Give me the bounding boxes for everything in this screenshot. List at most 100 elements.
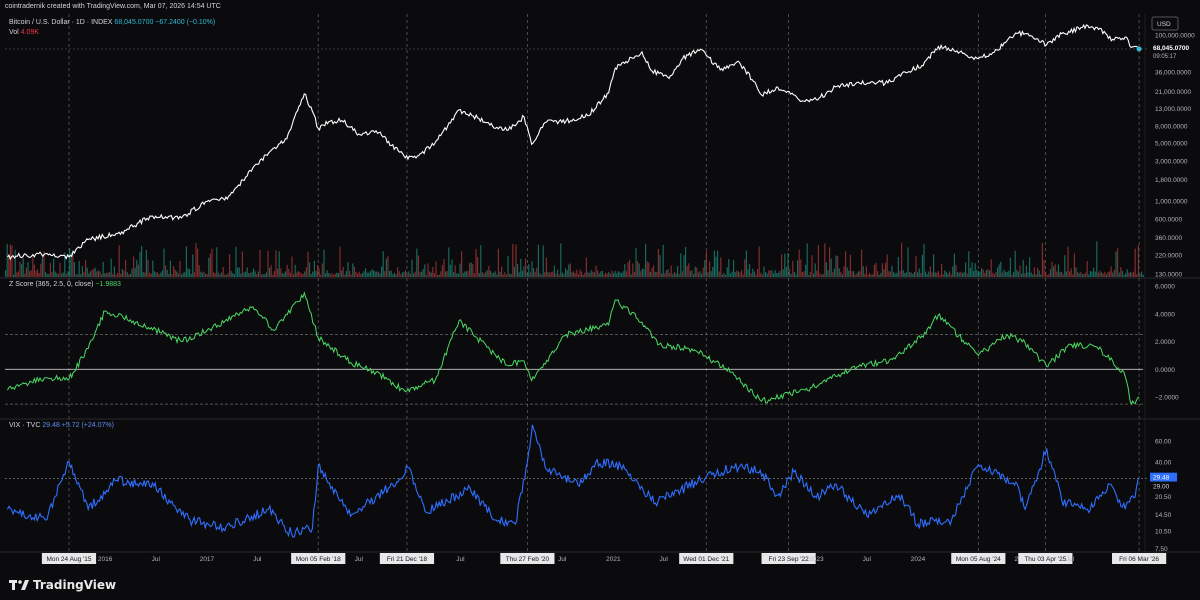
vix-level-tag bbox=[1150, 481, 1177, 491]
price-legend[interactable]: Bitcoin / U.S. Dollar · 1D · INDEX 68,04… bbox=[9, 19, 215, 26]
volume-bar bbox=[835, 255, 837, 277]
volume-bar bbox=[933, 254, 935, 277]
volume-bar bbox=[161, 270, 163, 277]
volume-bar bbox=[198, 265, 200, 277]
volume-bar bbox=[99, 271, 101, 277]
price-axis-tick-label: 5,000.0000 bbox=[1155, 140, 1188, 147]
volume-bar bbox=[1006, 271, 1008, 277]
volume-bar bbox=[110, 258, 112, 277]
volume-bar bbox=[86, 267, 88, 277]
time-axis-label: Thu 27 Feb '20 bbox=[506, 556, 550, 563]
volume-bar bbox=[1118, 272, 1120, 277]
volume-bar bbox=[43, 251, 45, 277]
volume-bar bbox=[328, 273, 330, 277]
volume-bar bbox=[800, 259, 802, 277]
volume-bar bbox=[659, 254, 661, 277]
volume-bar bbox=[454, 265, 456, 277]
volume-bar bbox=[1088, 274, 1090, 277]
volume-bar bbox=[1077, 271, 1079, 277]
volume-bar bbox=[1013, 272, 1015, 277]
volume-bar bbox=[1080, 271, 1082, 277]
zscore-axis-tick-label: 4.0000 bbox=[1155, 311, 1175, 318]
volume-bar bbox=[257, 271, 259, 277]
volume-bar bbox=[1091, 271, 1093, 277]
volume-bar bbox=[96, 271, 98, 277]
volume-bar bbox=[160, 272, 162, 277]
volume-bar bbox=[649, 271, 651, 277]
volume-bar bbox=[696, 267, 698, 277]
volume-bar bbox=[545, 257, 547, 277]
volume-bar bbox=[608, 271, 610, 277]
volume-bar bbox=[438, 274, 440, 277]
volume-bar bbox=[245, 271, 247, 277]
volume-bar bbox=[536, 267, 538, 277]
volume-bar bbox=[992, 272, 994, 277]
volume-bar bbox=[717, 250, 719, 277]
volume-bar bbox=[1075, 267, 1077, 277]
volume-bar bbox=[937, 271, 939, 277]
tradingview-logo[interactable]: TradingView bbox=[9, 578, 116, 592]
volume-bar bbox=[398, 271, 400, 277]
volume-bar bbox=[237, 267, 239, 277]
volume-bar bbox=[611, 270, 613, 277]
volume-bar bbox=[840, 271, 842, 277]
tradingview-logo-text: TradingView bbox=[33, 578, 117, 592]
volume-bar bbox=[317, 264, 319, 277]
volume-bar bbox=[581, 271, 583, 277]
volume-bar bbox=[774, 270, 776, 277]
volume-bar bbox=[286, 264, 288, 277]
volume-bar bbox=[1019, 265, 1021, 277]
volume-bar bbox=[393, 272, 395, 277]
volume-bar bbox=[222, 267, 224, 277]
volume-bar bbox=[809, 271, 811, 277]
volume-bar bbox=[915, 256, 917, 277]
attribution-text: cointradernik created with TradingView.c… bbox=[5, 3, 221, 10]
volume-bar bbox=[1089, 271, 1091, 277]
volume-bar bbox=[552, 271, 554, 277]
vol-legend[interactable]: Vol 4.09K bbox=[9, 29, 39, 36]
volume-bar bbox=[648, 262, 650, 277]
volume-bar bbox=[30, 270, 32, 277]
volume-bar bbox=[478, 273, 480, 277]
volume-bar bbox=[117, 273, 119, 277]
volume-bar bbox=[917, 272, 919, 277]
volume-bar bbox=[81, 266, 83, 277]
volume-bar bbox=[384, 271, 386, 277]
volume-bar bbox=[1043, 260, 1045, 277]
volume-bar bbox=[521, 270, 523, 277]
volume-bar bbox=[638, 263, 640, 277]
volume-bar bbox=[565, 268, 567, 277]
volume-bar bbox=[920, 273, 922, 277]
volume-bar bbox=[881, 263, 883, 277]
volume-bar bbox=[736, 270, 738, 277]
volume-bar bbox=[513, 266, 515, 277]
currency-box[interactable] bbox=[1151, 16, 1179, 31]
volume-bar bbox=[105, 273, 107, 277]
volume-bar bbox=[582, 274, 584, 277]
volume-bar bbox=[982, 269, 984, 277]
volume-bar bbox=[1125, 273, 1127, 277]
volume-bar bbox=[126, 272, 128, 277]
vix-legend[interactable]: VIX · TVC 29.48 +5.72 (+24.07%) bbox=[9, 422, 114, 429]
volume-bar bbox=[643, 269, 645, 277]
volume-bar bbox=[1041, 242, 1043, 277]
volume-bar bbox=[561, 272, 563, 277]
volume-bar bbox=[670, 265, 672, 277]
time-axis-label: Jul bbox=[660, 556, 669, 563]
volume-bar bbox=[568, 264, 570, 277]
volume-bar bbox=[965, 262, 967, 277]
vix-axis-tick-label: 10.50 bbox=[1155, 529, 1172, 536]
price-axis-tick-label: 21,000.0000 bbox=[1155, 89, 1192, 96]
zscore-legend[interactable]: Z Score (365, 2.5, 0, close) −1.9883 bbox=[9, 281, 121, 288]
volume-bar bbox=[539, 273, 541, 277]
volume-bar bbox=[213, 272, 215, 277]
volume-bar bbox=[944, 270, 946, 277]
volume-bar bbox=[150, 273, 152, 277]
volume-bar bbox=[689, 271, 691, 277]
price-axis-tick-label: 100,000.0000 bbox=[1155, 33, 1195, 40]
gridlines bbox=[0, 14, 1200, 553]
volume-bar bbox=[657, 248, 659, 277]
volume-bar bbox=[702, 267, 704, 277]
volume-bar bbox=[192, 254, 194, 277]
